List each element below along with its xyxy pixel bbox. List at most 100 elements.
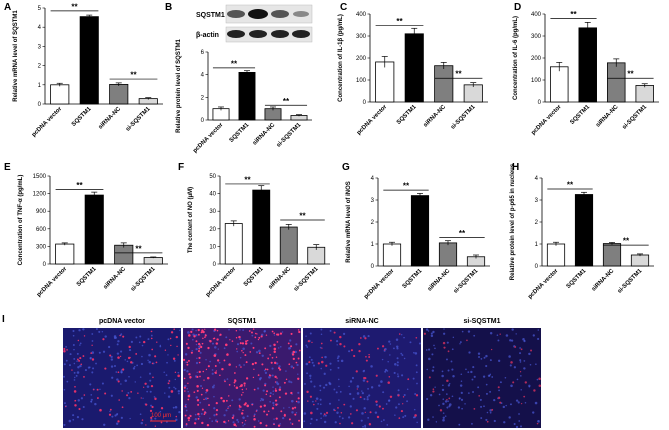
nucleus-dot [290, 365, 294, 368]
stain-dot [339, 342, 342, 346]
nucleus-dot [195, 361, 199, 365]
nucleus-dot [504, 376, 507, 379]
stain-dot [66, 349, 68, 351]
stain-dot [187, 398, 190, 401]
nucleus-dot [272, 404, 275, 406]
stain-dot [197, 412, 200, 416]
stain-dot [140, 397, 142, 399]
nucleus-dot [416, 421, 418, 424]
nucleus-dot [223, 347, 226, 350]
category-label: siRNA-NC [423, 104, 448, 129]
stain-dot [538, 384, 542, 387]
stain-dot [190, 351, 193, 354]
stain-dot [259, 405, 263, 408]
nucleus-dot [115, 371, 118, 373]
y-tick-label: 900 [36, 209, 47, 215]
stain-dot [207, 397, 209, 400]
nucleus-dot [532, 334, 535, 337]
nucleus-dot [360, 419, 363, 422]
nucleus-dot [395, 345, 399, 348]
stain-dot [150, 416, 153, 419]
nucleus-dot [415, 371, 418, 374]
nucleus-dot [338, 385, 340, 388]
nucleus-dot [257, 420, 260, 422]
nucleus-dot [102, 350, 106, 353]
stain-dot [193, 422, 197, 425]
y-tick-label: 100 [356, 78, 367, 84]
nucleus-dot [271, 367, 274, 370]
nucleus-dot [166, 361, 168, 364]
y-tick-label: 2 [201, 95, 205, 101]
y-tick-label: 3 [371, 198, 375, 204]
nucleus-dot [471, 378, 474, 381]
stain-dot [204, 411, 207, 414]
nucleus-dot [427, 348, 431, 351]
nucleus-dot [164, 392, 166, 394]
y-tick-label: 4 [201, 73, 205, 79]
nucleus-dot [380, 380, 383, 383]
stain-dot [128, 345, 131, 349]
nucleus-dot [69, 353, 72, 356]
nucleus-dot [309, 374, 312, 377]
nucleus-dot [459, 384, 463, 387]
nucleus-dot [356, 392, 360, 395]
nucleus-dot [336, 344, 338, 346]
stain-dot [473, 407, 476, 410]
nucleus-dot [141, 355, 143, 358]
stain-dot [233, 423, 236, 426]
nucleus-dot [174, 378, 177, 381]
category-label: SQSTM1 [243, 266, 265, 288]
nucleus-dot [381, 358, 384, 361]
stain-dot [204, 334, 207, 337]
stain-dot [279, 332, 283, 335]
nucleus-dot [402, 416, 405, 419]
stain-dot [215, 402, 218, 405]
western-blot: SQSTM1 β-actin [196, 4, 313, 43]
nucleus-dot [178, 410, 181, 414]
stain-dot [375, 400, 378, 403]
nucleus-dot [76, 352, 79, 355]
nucleus-dot [278, 365, 281, 368]
nucleus-dot [91, 371, 94, 374]
nucleus-dot [64, 402, 66, 405]
category-label: siRNA-NC [591, 268, 616, 293]
stain-dot [512, 381, 515, 384]
stain-dot [266, 390, 269, 393]
stain-dot [273, 332, 276, 335]
stain-dot [117, 371, 120, 374]
nucleus-dot [493, 419, 496, 423]
nucleus-dot [159, 345, 162, 348]
stain-dot [382, 407, 384, 410]
stain-dot [244, 354, 247, 357]
nucleus-dot [348, 350, 351, 353]
y-tick-label: 40 [209, 192, 216, 198]
nucleus-dot [505, 404, 507, 407]
nucleus-dot [165, 374, 168, 376]
nucleus-dot [336, 357, 339, 360]
stain-dot [283, 381, 286, 384]
stain-dot [150, 330, 153, 333]
stain-dot [198, 356, 201, 360]
nucleus-dot [148, 360, 151, 364]
nucleus-dot [473, 334, 476, 337]
category-label: pcDNA vector [36, 266, 69, 299]
y-tick-label: 0 [213, 262, 217, 268]
nucleus-dot [323, 415, 325, 417]
stain-dot [164, 349, 167, 351]
y-axis-label: Relative protein level of p-p65 in nucle… [510, 163, 516, 280]
stain-dot [241, 349, 243, 352]
stain-dot [339, 335, 342, 339]
nucleus-dot [509, 364, 512, 367]
nucleus-dot [519, 352, 522, 355]
stain-dot [273, 423, 275, 426]
stain-dot [325, 364, 328, 367]
stain-dot [150, 337, 153, 340]
nucleus-dot [338, 399, 340, 401]
nucleus-dot [361, 391, 364, 395]
stain-dot [251, 362, 255, 366]
nucleus-dot [213, 395, 215, 398]
nucleus-dot [79, 342, 82, 345]
stain-dot [77, 339, 80, 342]
stain-dot [63, 347, 66, 350]
stain-dot [238, 404, 241, 407]
